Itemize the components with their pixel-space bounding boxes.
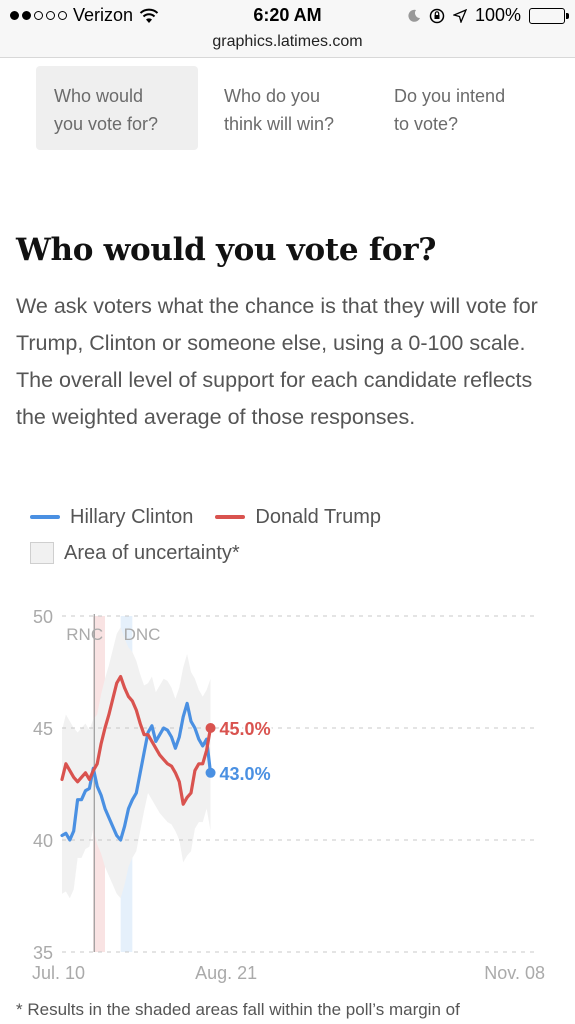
tab-who-would-you-vote-for[interactable]: Who would you vote for? <box>36 66 198 150</box>
status-time: 6:20 AM <box>253 5 322 25</box>
legend-clinton: Hillary Clinton <box>30 506 193 529</box>
rnc-label: RNC <box>66 625 103 644</box>
status-right: 100% <box>407 5 569 26</box>
tab-intend-to-vote[interactable]: Do you intend to vote? <box>376 66 538 150</box>
url-bar[interactable]: graphics.latimes.com <box>0 32 575 58</box>
tab-label-line2: to vote? <box>394 114 459 134</box>
event-markers: RNC DNC <box>66 614 160 952</box>
uncertainty-swatch <box>30 542 54 564</box>
trump-end-point <box>205 723 216 733</box>
trump-line <box>60 674 213 806</box>
dnc-label: DNC <box>124 625 161 644</box>
trump-swatch <box>215 515 246 519</box>
carrier-name: Verizon <box>73 5 134 25</box>
y-tick-label: 40 <box>33 831 53 851</box>
clinton-end-label: 43.0% <box>220 764 271 784</box>
x-tick-label: Nov. 08 <box>484 963 545 983</box>
end-labels: 43.0% 45.0% <box>205 717 273 786</box>
location-arrow-icon <box>452 8 467 23</box>
legend-trump-label: Donald Trump <box>255 505 381 528</box>
tab-label-line1: Do you intend <box>394 86 506 106</box>
axis-labels: 35 40 45 50 Jul. 10 Aug. 21 Nov. 08 <box>32 607 545 983</box>
tab-label-line1: Who do you <box>224 86 321 106</box>
series-lines <box>60 674 213 842</box>
trump-end-label: 45.0% <box>220 719 271 739</box>
legend-uncertainty-label: Area of uncertainty* <box>64 541 240 564</box>
signal-dots-icon <box>10 11 67 20</box>
status-bar: Verizon 6:20 AM 100% <box>0 0 575 32</box>
y-tick-label: 35 <box>33 943 53 963</box>
uncertainty-band <box>62 627 211 899</box>
orientation-lock-icon <box>429 8 445 23</box>
legend-clinton-label: Hillary Clinton <box>70 505 194 528</box>
carrier-info: Verizon <box>10 5 159 26</box>
x-tick-label: Jul. 10 <box>32 963 85 983</box>
gridlines <box>62 615 535 953</box>
wifi-icon <box>139 8 159 23</box>
intro-text: We ask voters what the chance is that th… <box>16 294 538 429</box>
tab-label-line2: think will win? <box>224 114 335 134</box>
battery-icon <box>529 7 569 24</box>
legend-uncertainty: Area of uncertainty* <box>30 542 240 565</box>
tab-label-line1: Who would <box>54 86 144 106</box>
clinton-line <box>60 701 213 842</box>
tab-label-line2: you vote for? <box>54 114 159 134</box>
clinton-swatch <box>30 515 60 519</box>
tab-who-will-win[interactable]: Who do you think will win? <box>206 66 368 150</box>
page-title: Who would you vote for? <box>16 232 437 268</box>
footnote: * Results in the shaded areas fall withi… <box>16 1000 460 1019</box>
y-tick-label: 45 <box>33 719 53 739</box>
y-tick-label: 50 <box>33 607 53 627</box>
moon-icon <box>408 9 420 22</box>
legend-trump: Donald Trump <box>215 506 381 529</box>
question-tabs: Who would you vote for? Who do you think… <box>36 66 546 150</box>
uncertainty-area <box>62 627 211 899</box>
battery-percent: 100% <box>474 5 521 25</box>
chart-legend: Hillary Clinton Donald Trump Area of unc… <box>30 502 403 574</box>
clinton-end-point <box>205 767 216 778</box>
x-tick-label: Aug. 21 <box>195 963 257 983</box>
poll-chart: RNC DNC 43.0% 45.0% 35 40 45 50 Jul. 10 Aug. 21… <box>32 607 545 983</box>
